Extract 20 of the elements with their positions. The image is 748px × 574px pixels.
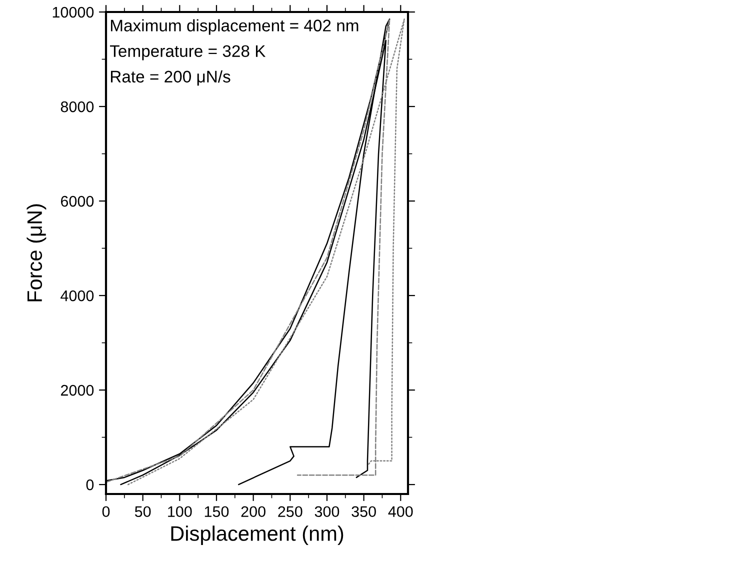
x-tick-label: 200 xyxy=(241,506,266,518)
x-tick-label: 150 xyxy=(204,506,229,518)
y-axis-title: Force (μN) xyxy=(26,204,46,302)
y-tick-label: 6000 xyxy=(60,196,94,207)
y-tick-label: 4000 xyxy=(60,290,94,302)
annotation: Maximum displacement = 402 nm xyxy=(110,19,358,35)
y-tick-label: 8000 xyxy=(60,101,94,112)
x-axis-title: Displacement (nm) xyxy=(171,526,344,546)
x-tick-label: 0 xyxy=(102,506,110,518)
annotation: Temperature = 328 K xyxy=(110,45,266,60)
y-tick-label: 10000 xyxy=(52,6,94,18)
x-tick-label: 50 xyxy=(134,506,151,518)
y-tick-label: 0 xyxy=(86,479,94,490)
x-tick-label: 250 xyxy=(278,506,302,518)
x-tick-label: 100 xyxy=(168,506,192,518)
x-tick-label: 300 xyxy=(314,506,340,518)
annotation: Rate = 200 μN/s xyxy=(110,70,230,86)
x-tick-label: 350 xyxy=(352,506,376,518)
y-tick-label: 2000 xyxy=(60,384,94,396)
x-tick-label: 400 xyxy=(388,506,413,518)
